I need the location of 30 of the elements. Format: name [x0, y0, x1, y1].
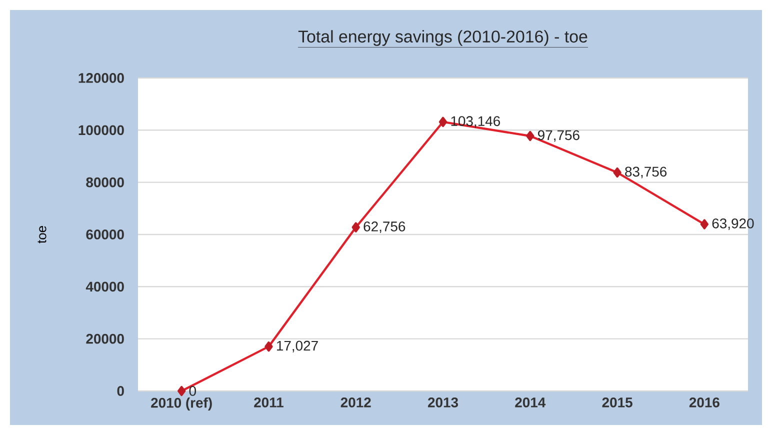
y-tick-label: 60000	[86, 230, 124, 240]
y-tick-label: 20000	[86, 334, 124, 344]
point	[264, 341, 273, 352]
point	[352, 222, 360, 232]
point	[438, 116, 448, 128]
point	[177, 386, 186, 396]
x-tick-label: 2012	[340, 397, 371, 408]
data-label: 63,920	[712, 218, 754, 230]
x-tick-label: 2010 (ref)	[151, 398, 212, 410]
x-tick-label: 2013	[428, 397, 458, 408]
data-label: 97,756	[538, 130, 580, 142]
y-tick-label: 80000	[86, 177, 124, 188]
point	[526, 130, 534, 142]
data-label: 83,756	[625, 166, 667, 178]
chart-title: Total energy savings (2010-2016) - toe	[298, 30, 588, 46]
point	[700, 219, 709, 230]
y-tick-label: 120000	[78, 73, 124, 83]
x-tick-label: 2015	[602, 397, 632, 408]
data-label: 62,756	[364, 222, 406, 234]
data-label: 0	[189, 386, 196, 396]
data-label: 103,146	[451, 116, 500, 128]
y-tick-label: 100000	[78, 125, 124, 136]
y-axis-title: toe	[38, 226, 46, 244]
y-tick-label: 40000	[86, 282, 124, 292]
x-tick-label: 2014	[515, 397, 546, 408]
x-tick-label: 2011	[254, 397, 284, 408]
y-tick-label: 0	[117, 386, 124, 396]
x-tick-label: 2016	[689, 397, 720, 408]
point	[613, 167, 622, 178]
data-label: 17,027	[276, 340, 318, 352]
